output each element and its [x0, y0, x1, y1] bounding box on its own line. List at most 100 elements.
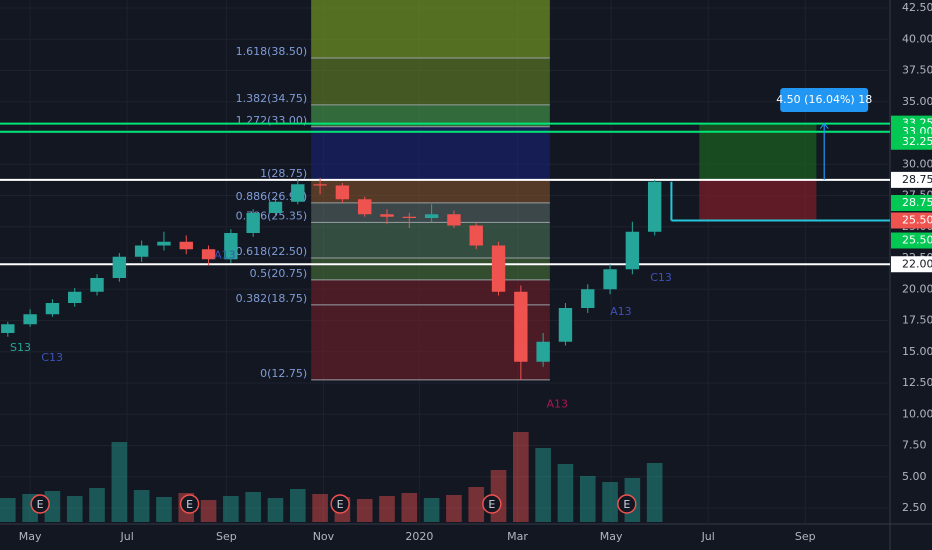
annotation: C13	[41, 351, 63, 364]
volume-bar	[312, 494, 328, 522]
price-label: 25.50	[902, 214, 932, 227]
price-label-box	[891, 212, 932, 229]
fib-band	[311, 304, 550, 380]
price-label-box	[891, 171, 932, 188]
candle-body	[380, 214, 394, 217]
earnings-label: E	[623, 498, 630, 511]
candle-body	[558, 308, 573, 342]
x-tick-label: Nov	[313, 530, 335, 543]
measure-arrow-head	[819, 122, 829, 129]
earnings-label: E	[488, 498, 495, 511]
candle-body	[224, 233, 238, 260]
candle-body	[469, 225, 483, 246]
volume-bar	[44, 491, 61, 522]
price-label: 28.75	[902, 173, 932, 186]
candle-body	[179, 241, 193, 250]
candle-body	[424, 214, 439, 218]
earnings-marker	[482, 494, 502, 514]
position-target	[699, 123, 817, 180]
candle-body	[291, 184, 305, 202]
fib-band	[311, 126, 550, 180]
candle-body	[313, 184, 327, 186]
earnings-label: E	[37, 498, 44, 511]
y-tick-label: 10.00	[902, 407, 932, 420]
y-tick-label: 37.50	[902, 64, 932, 77]
candle-body	[68, 291, 82, 303]
annotation: C13	[650, 271, 672, 284]
volume-bar	[446, 495, 462, 522]
fib-band	[311, 0, 550, 58]
fib-label: 1.618(38.50)	[236, 45, 308, 58]
price-label-box	[891, 232, 932, 249]
candle-body	[201, 249, 216, 260]
fib-label: 0.618(22.50)	[236, 245, 308, 258]
volume-bar	[267, 498, 284, 522]
y-tick-label: 7.50	[902, 439, 927, 452]
candle-body	[112, 256, 127, 278]
x-tick-label: Sep	[795, 530, 816, 543]
candle-body	[402, 216, 417, 218]
volume-bar	[579, 476, 596, 522]
volume-bar	[557, 464, 574, 522]
x-tick-label: May	[600, 530, 623, 543]
earnings-label: E	[186, 498, 193, 511]
candle-body	[625, 231, 640, 270]
fib-band	[311, 104, 550, 127]
candle-body	[358, 199, 372, 215]
fib-band	[311, 58, 550, 105]
x-tick-label: Jul	[120, 530, 134, 543]
fib-label: 0(12.75)	[260, 367, 307, 380]
annotation: A13	[214, 249, 236, 262]
volume-bar	[289, 489, 306, 522]
price-label-box	[891, 256, 932, 273]
earnings-marker	[617, 494, 637, 514]
earnings-marker	[179, 494, 200, 514]
annotation: A13	[546, 397, 568, 410]
candle-body	[45, 303, 60, 315]
candle-body	[90, 278, 104, 292]
price-label: 28.75	[902, 196, 932, 209]
price-label-box	[891, 195, 932, 211]
y-tick-label: 15.00	[902, 345, 932, 358]
fib-label: 1.382(34.75)	[236, 92, 308, 105]
measure-box	[780, 88, 869, 112]
volume-bar	[156, 497, 172, 522]
position-stop	[699, 179, 817, 221]
y-tick-label: 30.00	[902, 157, 932, 170]
candle-body	[23, 314, 37, 325]
fib-label: 1.272(33.00)	[236, 114, 308, 127]
candle-body	[134, 245, 149, 257]
volume-bar	[379, 496, 395, 522]
volume-bar	[513, 432, 529, 522]
volume-bar	[646, 463, 663, 522]
volume-bar	[245, 492, 261, 522]
x-tick-label: Mar	[507, 530, 528, 543]
fib-label: 0.886(26.91)	[236, 190, 308, 203]
volume-bar	[423, 498, 440, 522]
candle-body	[447, 214, 461, 226]
x-tick-label: Sep	[216, 530, 237, 543]
fib-band	[311, 279, 550, 305]
y-tick-label: 5.00	[902, 470, 927, 483]
volume-bar	[133, 490, 150, 522]
candle-body	[514, 291, 528, 362]
y-tick-label: 17.50	[902, 314, 932, 327]
candle-body	[647, 181, 662, 232]
fib-label: 1(28.75)	[260, 167, 307, 180]
fib-band	[311, 202, 550, 223]
x-tick-label: May	[19, 530, 42, 543]
y-tick-label: 35.00	[902, 95, 932, 108]
volume-bar	[89, 488, 105, 522]
x-tick-label: 2020	[405, 530, 433, 543]
fib-band	[311, 179, 550, 203]
candle-body	[581, 289, 595, 308]
volume-bar	[223, 496, 239, 522]
x-tick-label: Jul	[701, 530, 715, 543]
fib-retracement: 1.618(38.50) 1.382(34.75) 1.272(33.00) 1(28…	[236, 0, 550, 381]
candle-body	[268, 201, 283, 213]
volume-bar	[602, 482, 618, 522]
volume-bar	[200, 500, 217, 522]
fib-band	[311, 258, 550, 280]
candle-body	[246, 213, 260, 233]
